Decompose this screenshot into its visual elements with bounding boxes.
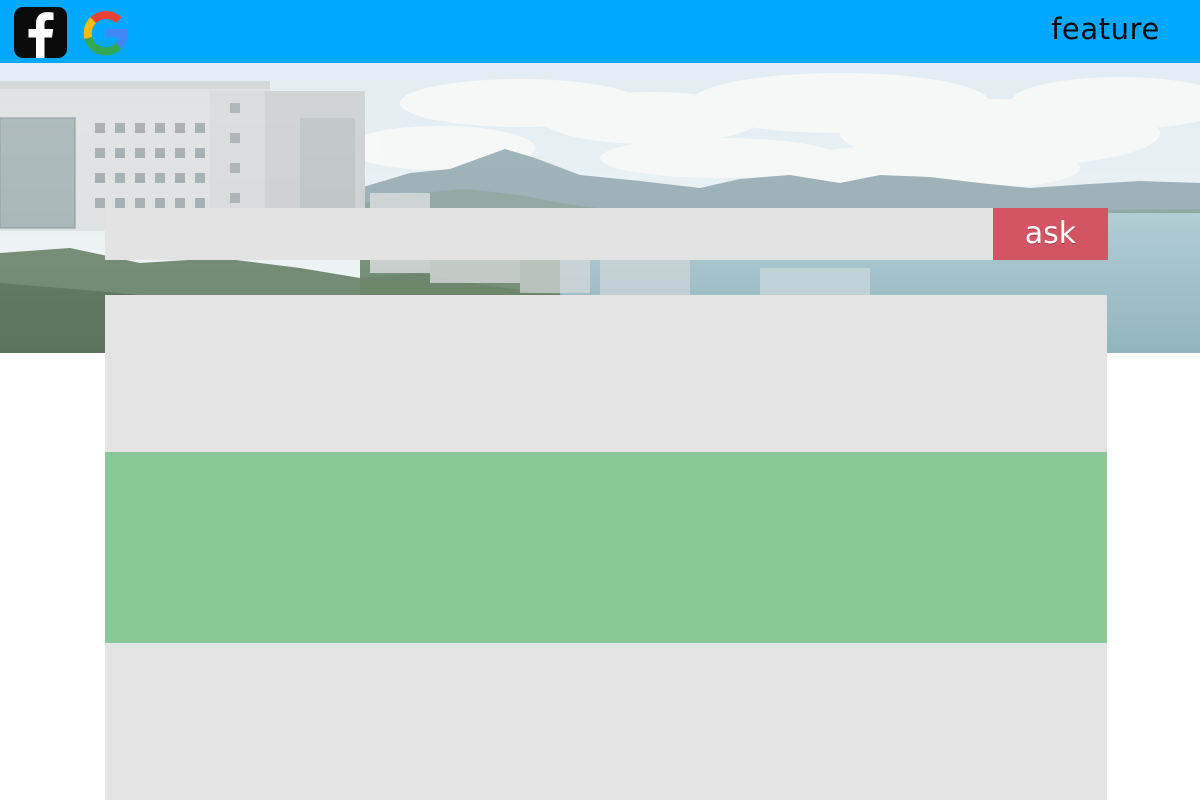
content-panel-top (105, 295, 1107, 452)
nav-feature-link[interactable]: feature (1051, 12, 1160, 46)
search-input[interactable] (105, 208, 993, 260)
content-panel-bottom (105, 643, 1107, 800)
top-bar: feature (0, 0, 1200, 63)
ask-button[interactable]: ask (993, 208, 1108, 260)
facebook-icon[interactable] (14, 7, 67, 58)
google-icon[interactable] (80, 7, 132, 59)
content-panel-middle (105, 452, 1107, 643)
